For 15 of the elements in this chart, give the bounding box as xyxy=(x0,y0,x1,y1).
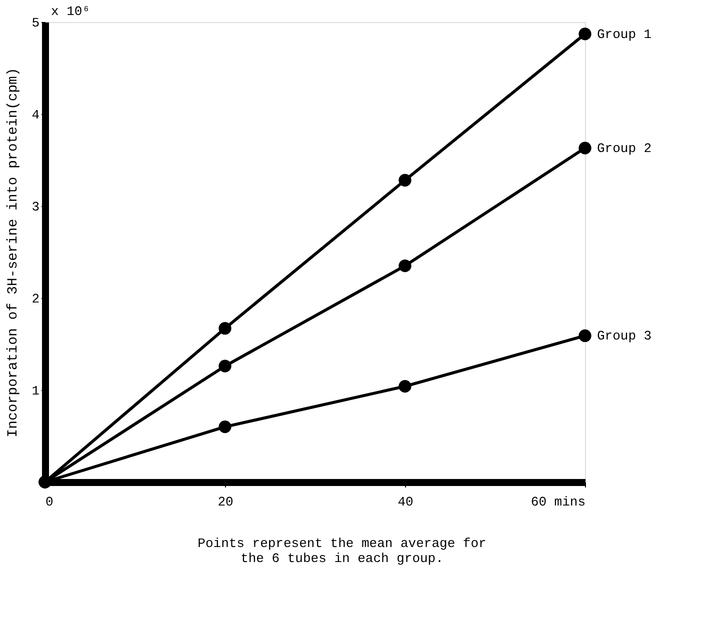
series-label: Group 2 xyxy=(597,141,652,156)
y-tick-label: 3 xyxy=(32,200,40,214)
x-tick-label: 0 xyxy=(46,494,54,510)
x-tick-label: 40 xyxy=(398,494,414,510)
series-label: Group 3 xyxy=(597,328,652,344)
y-tick-label: 1 xyxy=(32,384,40,398)
y-axis-title: Incorporation of 3H-serine into protein(cpm) xyxy=(6,68,22,438)
y-tick-label: 4 xyxy=(32,108,40,122)
x-tick-label: 20 xyxy=(218,494,234,510)
y-tick-label: 2 xyxy=(32,292,40,306)
text: Points represent the mean average for the 6 tubes in each group. xyxy=(198,536,486,566)
x-tick-label: 60 mins xyxy=(530,494,586,510)
y-tick-label: 5 xyxy=(32,16,40,30)
text: x 10⁶ xyxy=(51,4,90,19)
series-label: Group 1 xyxy=(597,26,652,42)
